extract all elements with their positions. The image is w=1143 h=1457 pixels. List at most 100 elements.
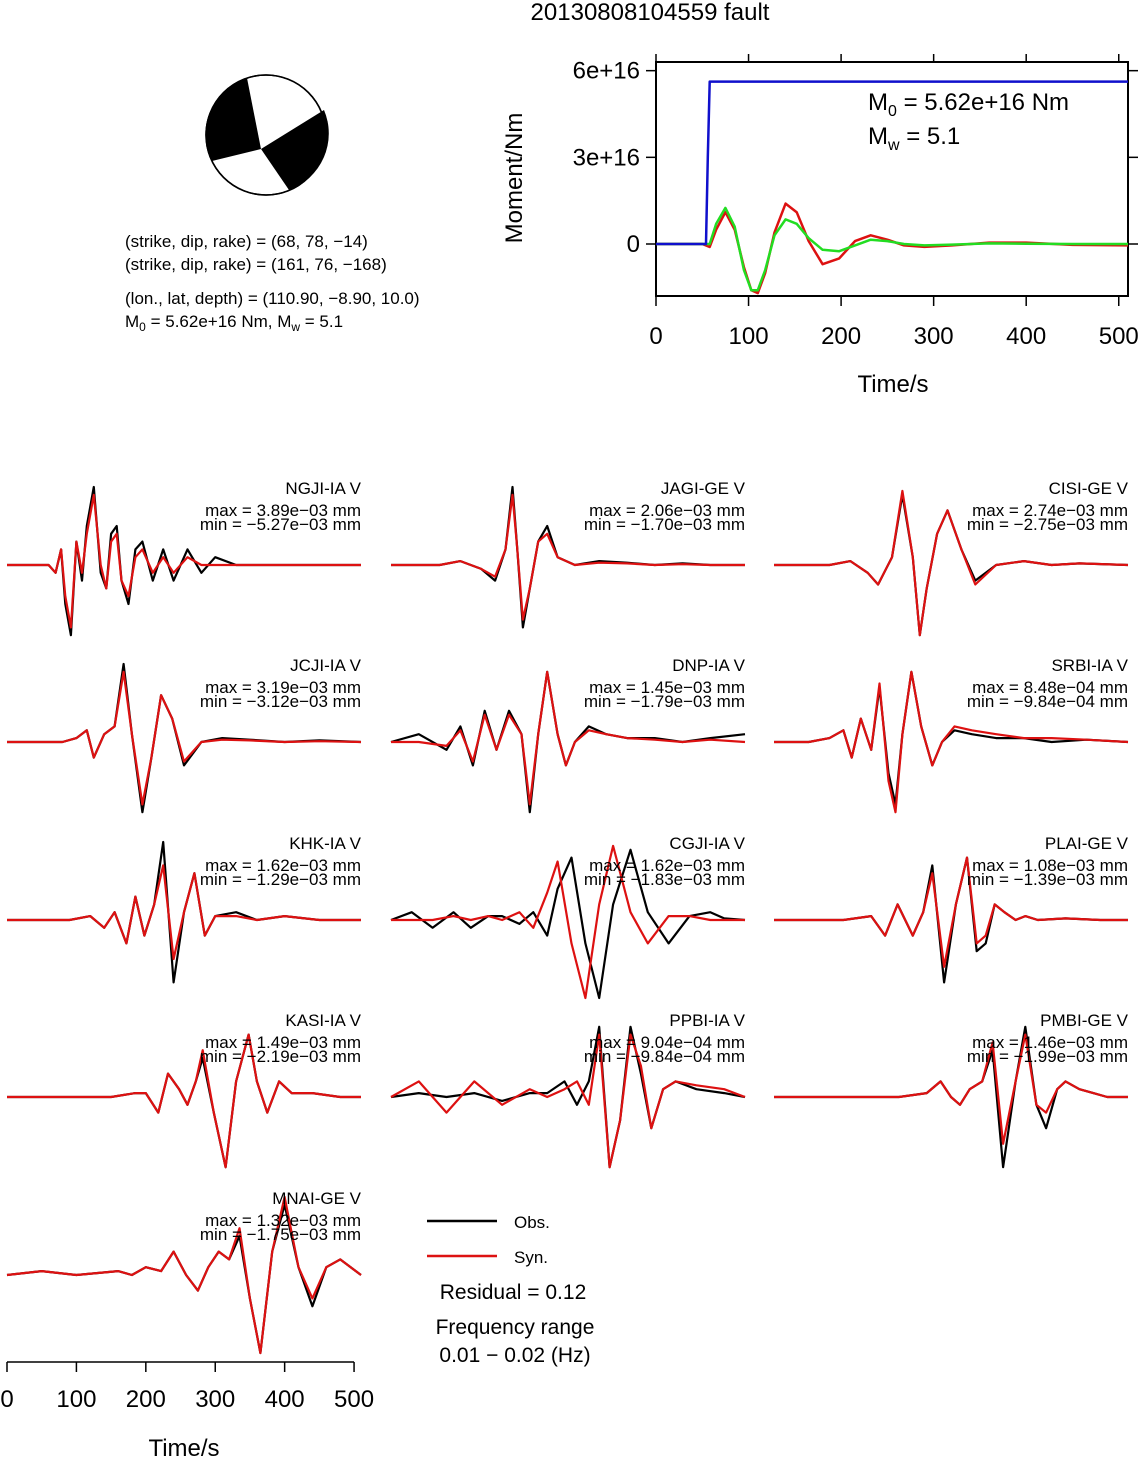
beachball <box>205 74 329 196</box>
waveform-time-axis: 0 100 200 300 400 500 <box>0 1361 374 1413</box>
moment-annotation-m0: M0 = 5.62e+16 Nm <box>868 89 1069 120</box>
moment-ytick-label: 3e+16 <box>573 144 640 171</box>
station-max: max = 8.48e−04 mm <box>972 678 1128 697</box>
station-min: min = −9.84e−04 mm <box>584 1047 745 1066</box>
synthetic-waveform <box>7 670 362 806</box>
synthetic-waveform <box>7 493 361 629</box>
station-name: CGJI-IA V <box>669 834 745 853</box>
station-name: PLAI-GE V <box>1045 834 1129 853</box>
legend-obs-label: Obs. <box>514 1213 550 1232</box>
station-name: MNAI-GE V <box>272 1189 361 1208</box>
moment-chart-series <box>656 80 1129 295</box>
station-name: KHK-IA V <box>289 834 361 853</box>
station-max: max = 1.32e−03 mm <box>205 1211 361 1230</box>
nodal-plane-2: (strike, dip, rake) = (161, 76, −168) <box>125 255 387 274</box>
synthetic-waveform <box>390 1033 746 1169</box>
waveform-xtick-label: 200 <box>126 1386 166 1413</box>
station-min: min = −3.12e−03 mm <box>200 692 361 711</box>
synthetic-waveform <box>391 670 746 806</box>
waveform-xtick-label: 100 <box>56 1386 96 1413</box>
moment-chart-ticks: 0 100 200 300 400 500 0 3e+16 6e+16 <box>573 54 1139 350</box>
moment-xtick-label: 400 <box>1006 323 1046 350</box>
nodal-plane-1: (strike, dip, rake) = (68, 78, −14) <box>125 232 368 251</box>
moment-ytick-label: 0 <box>627 231 640 258</box>
station-max: max = 1.46e−03 mm <box>972 1033 1128 1052</box>
station-name: JCJI-IA V <box>290 656 362 675</box>
beachball-quadrant-left <box>206 78 261 161</box>
observed-waveform <box>390 848 746 1000</box>
waveform-xtick-label: 400 <box>265 1386 305 1413</box>
station-name: DNP-IA V <box>672 656 745 675</box>
synthetic-waveform <box>391 493 745 621</box>
station-max: max = 1.49e−03 mm <box>205 1033 361 1052</box>
synthetic-waveform <box>7 1033 361 1169</box>
synthetic-waveform <box>7 864 361 961</box>
station-min: min = −9.84e−04 mm <box>967 692 1128 711</box>
station-min: min = −2.75e−03 mm <box>967 515 1128 534</box>
legend-syn-label: Syn. <box>514 1248 548 1267</box>
moment-xtick-label: 200 <box>821 323 861 350</box>
station-min: min = −1.83e−03 mm <box>584 870 745 889</box>
frequency-range-value: 0.01 − 0.02 (Hz) <box>439 1344 590 1367</box>
figure-title: 20130808104559 fault <box>531 0 770 26</box>
station-min: min = −1.79e−03 mm <box>584 692 745 711</box>
station-max: max = 2.06e−03 mm <box>589 501 745 520</box>
station-name: NGJI-IA V <box>285 479 361 498</box>
station-name: PMBI-GE V <box>1040 1011 1129 1030</box>
station-min: min = −1.29e−03 mm <box>200 870 361 889</box>
station-min: min = −1.99e−03 mm <box>967 1047 1128 1066</box>
beachball-quadrant-right <box>261 110 329 190</box>
moment-xtick-label: 100 <box>729 323 769 350</box>
moment-xtick-label: 300 <box>914 323 954 350</box>
moment-xtick-label: 500 <box>1099 323 1139 350</box>
synthetic-waveform <box>774 670 1129 814</box>
station-name: CISI-GE V <box>1049 479 1129 498</box>
station-max: max = 3.89e−03 mm <box>205 501 361 520</box>
station-name: SRBI-IA V <box>1051 656 1128 675</box>
moment-chart: 0 100 200 300 400 500 0 3e+16 6e+16 Time/s Momen… <box>501 54 1139 398</box>
station-name: PPBI-IA V <box>669 1011 745 1030</box>
moment-chart-xlabel: Time/s <box>857 371 928 398</box>
waveform-xtick-label: 0 <box>0 1386 13 1413</box>
legend: Obs. Syn. Residual = 0.12 Frequency rang… <box>427 1213 594 1367</box>
station-max: max = 9.04e−04 mm <box>589 1033 745 1052</box>
moment-annotation-mw: Mw = 5.1 <box>868 123 960 154</box>
synthetic-waveform <box>391 844 745 1000</box>
synthetic-waveform <box>6 1195 362 1355</box>
station-max: max = 1.62e−03 mm <box>205 856 361 875</box>
moment-magnitude-line: M0 = 5.62e+16 Nm, Mw = 5.1 <box>125 312 343 334</box>
station-max: max = 1.45e−03 mm <box>589 678 745 697</box>
station-min: min = −1.39e−03 mm <box>967 870 1128 889</box>
frequency-range-label: Frequency range <box>436 1316 595 1339</box>
station-name: KASI-IA V <box>285 1011 361 1030</box>
moment-rate-green-line <box>656 206 1128 292</box>
synthetic-waveform <box>774 489 1129 637</box>
station-name: JAGI-GE V <box>661 479 746 498</box>
station-min: min = −2.19e−03 mm <box>200 1047 361 1066</box>
moment-chart-frame <box>655 61 1129 297</box>
moment-xtick-label: 0 <box>649 323 662 350</box>
mechanism-info: (strike, dip, rake) = (68, 78, −14) (str… <box>125 232 420 334</box>
station-min: min = −5.27e−03 mm <box>200 515 361 534</box>
waveform-xlabel: Time/s <box>148 1435 219 1457</box>
station-max: max = 3.19e−03 mm <box>205 678 361 697</box>
station-min: min = −1.70e−03 mm <box>584 515 745 534</box>
station-min: min = −1.75e−03 mm <box>200 1225 361 1244</box>
hypocenter-location: (lon., lat, depth) = (110.90, −8.90, 10.… <box>125 289 420 308</box>
station-max: max = 1.62e−03 mm <box>589 856 745 875</box>
synthetic-waveform <box>774 856 1128 968</box>
